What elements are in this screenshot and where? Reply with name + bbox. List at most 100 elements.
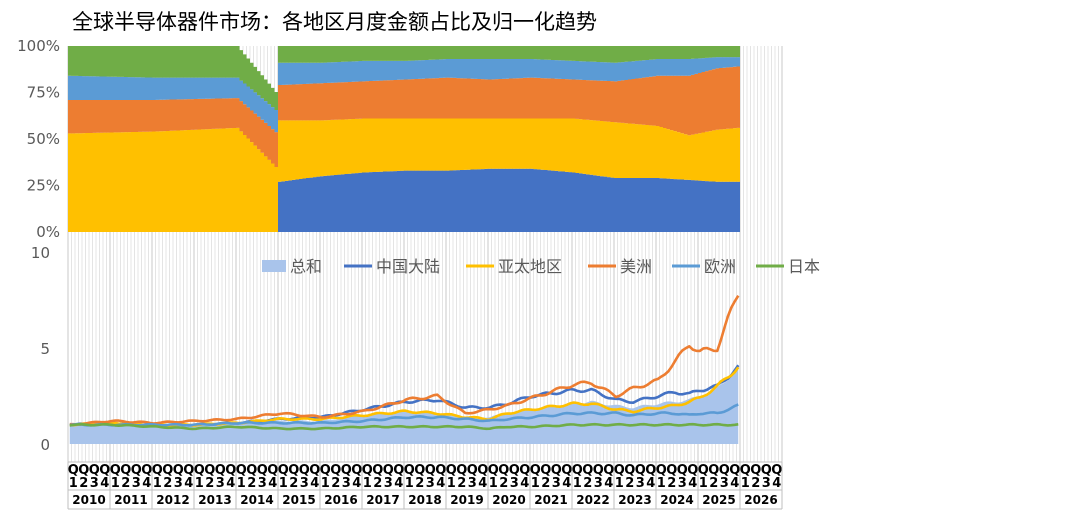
quarter-number: 1: [237, 476, 246, 491]
quarter-letter: Q: [446, 463, 457, 478]
quarter-letter: Q: [99, 463, 110, 478]
legend-label-total: 总和: [290, 257, 322, 276]
quarter-letter: Q: [425, 463, 436, 478]
quarter-letter: Q: [656, 463, 667, 478]
quarter-letter: Q: [288, 463, 299, 478]
year-label: 2024: [660, 493, 693, 507]
quarter-number: 1: [69, 476, 78, 491]
quarter-number: 3: [342, 476, 351, 491]
bottom-y-axis: 0 5 10: [31, 244, 50, 454]
top-y-tick-label: 75%: [27, 84, 60, 102]
quarter-number: 4: [226, 476, 235, 491]
quarter-number: 3: [720, 476, 729, 491]
quarter-number: 3: [468, 476, 477, 491]
trend-line-americas: [69, 295, 740, 426]
quarter-number: 4: [646, 476, 655, 491]
quarter-letter: Q: [635, 463, 646, 478]
quarter-letter: Q: [698, 463, 709, 478]
quarter-letter: Q: [509, 463, 520, 478]
quarter-letter: Q: [719, 463, 730, 478]
quarter-number: 1: [111, 476, 120, 491]
quarter-letter: Q: [68, 463, 79, 478]
quarter-letter: Q: [477, 463, 488, 478]
quarter-letter: Q: [351, 463, 362, 478]
quarter-number: 1: [573, 476, 582, 491]
year-label: 2012: [156, 493, 189, 507]
quarter-letter: Q: [498, 463, 509, 478]
quarter-number: 1: [279, 476, 288, 491]
trend-line-japan: [69, 422, 739, 431]
quarter-letter: Q: [467, 463, 478, 478]
quarter-number: 3: [510, 476, 519, 491]
quarter-number: 4: [772, 476, 781, 491]
quarter-number: 1: [615, 476, 624, 491]
quarter-number: 4: [142, 476, 151, 491]
quarter-letter: Q: [761, 463, 772, 478]
top-y-tick-label: 25%: [27, 177, 60, 195]
quarter-letter: Q: [540, 463, 551, 478]
quarter-number: 3: [552, 476, 561, 491]
legend-label-china: 中国大陆: [376, 257, 440, 276]
quarter-letter: Q: [456, 463, 467, 478]
share-area-americas: [68, 66, 740, 168]
quarter-number: 4: [688, 476, 697, 491]
quarter-number: 4: [268, 476, 277, 491]
quarter-number: 2: [751, 476, 760, 491]
year-label: 2020: [492, 493, 525, 507]
year-label: 2010: [72, 493, 105, 507]
quarter-number: 2: [331, 476, 340, 491]
quarter-number: 3: [426, 476, 435, 491]
quarter-letter: Q: [404, 463, 415, 478]
quarter-number: 4: [310, 476, 319, 491]
quarter-number: 1: [321, 476, 330, 491]
share-area-chart: [68, 46, 740, 232]
quarter-letter: Q: [320, 463, 331, 478]
year-label: 2018: [408, 493, 441, 507]
quarter-number: 1: [657, 476, 666, 491]
quarter-letter: Q: [572, 463, 583, 478]
quarter-letter: Q: [236, 463, 247, 478]
year-label: 2015: [282, 493, 315, 507]
top-y-axis: 0% 25% 50% 75% 100%: [17, 37, 60, 241]
quarter-number: 4: [394, 476, 403, 491]
quarter-letter: Q: [89, 463, 100, 478]
quarter-number: 3: [216, 476, 225, 491]
quarter-number: 2: [289, 476, 298, 491]
legend-label-japan: 日本: [788, 257, 820, 276]
quarter-letter: Q: [603, 463, 614, 478]
quarter-letter: Q: [131, 463, 142, 478]
quarter-letter: Q: [110, 463, 121, 478]
quarter-number: 2: [625, 476, 634, 491]
quarter-letter: Q: [383, 463, 394, 478]
quarter-number: 4: [478, 476, 487, 491]
quarter-letter: Q: [435, 463, 446, 478]
year-label: 2025: [702, 493, 735, 507]
bottom-y-tick-label: 10: [31, 244, 50, 262]
quarter-number: 4: [436, 476, 445, 491]
share-area-china: [68, 168, 740, 232]
year-label: 2017: [366, 493, 399, 507]
year-label: 2023: [618, 493, 651, 507]
quarter-number: 1: [531, 476, 540, 491]
quarter-number: 2: [79, 476, 88, 491]
quarter-letter: Q: [162, 463, 173, 478]
quarter-letter: Q: [372, 463, 383, 478]
quarter-number: 2: [667, 476, 676, 491]
quarter-letter: Q: [341, 463, 352, 478]
quarter-letter: Q: [677, 463, 688, 478]
quarter-letter: Q: [152, 463, 163, 478]
quarter-number: 4: [100, 476, 109, 491]
quarter-letter: Q: [614, 463, 625, 478]
legend-label-americas: 美洲: [620, 257, 652, 276]
quarter-letter: Q: [215, 463, 226, 478]
quarter-number: 2: [373, 476, 382, 491]
quarter-letter: Q: [278, 463, 289, 478]
quarter-letter: Q: [771, 463, 782, 478]
quarter-number: 2: [709, 476, 718, 491]
quarter-number: 3: [678, 476, 687, 491]
year-label: 2021: [534, 493, 567, 507]
legend-swatch-total: [262, 260, 286, 272]
top-y-tick-label: 50%: [27, 130, 60, 148]
quarter-number: 1: [195, 476, 204, 491]
quarter-letter: Q: [750, 463, 761, 478]
